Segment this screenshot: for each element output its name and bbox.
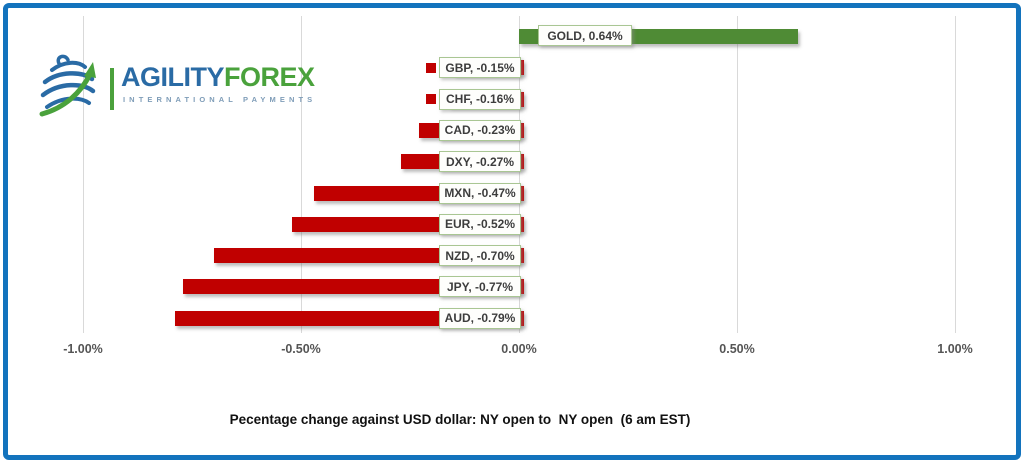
data-label-gold: GOLD, 0.64% [538, 25, 632, 46]
logo-brand-agility: AGILITY [121, 62, 225, 92]
data-label-dxy: DXY, -0.27% [439, 151, 521, 173]
logo-brand-forex: FOREX [224, 62, 315, 92]
x-gridline [519, 16, 520, 333]
legend-key-gbp [426, 62, 436, 73]
data-label-nzd: NZD, -0.70% [439, 245, 521, 267]
data-label-eur: EUR, -0.52% [439, 213, 521, 235]
data-label-gbp: GBP, -0.15% [439, 57, 521, 79]
agilityforex-globe-icon [39, 54, 96, 117]
x-gridline [737, 16, 738, 333]
x-gridline [955, 16, 956, 333]
legend-key-chf [426, 94, 436, 105]
bar-aud [175, 310, 524, 326]
agilityforex-logo: AGILITYFOREX INTERNATIONAL PAYMENTS [38, 50, 315, 120]
data-label-jpy: JPY, -0.77% [439, 276, 521, 298]
data-label-chf: CHF, -0.16% [439, 88, 521, 110]
logo-brand-text: AGILITYFOREX [121, 62, 315, 93]
logo-divider [110, 68, 114, 110]
data-label-aud: AUD, -0.79% [439, 307, 521, 329]
chart-title: Pecentage change against USD dollar: NY … [229, 412, 691, 427]
x-axis-tick-label: 0.00% [501, 342, 537, 356]
bar-jpy [183, 279, 524, 295]
x-axis-tick-label: 1.00% [937, 342, 973, 356]
data-label-mxn: MXN, -0.47% [439, 182, 521, 204]
x-gridline [301, 16, 302, 333]
logo-tagline: INTERNATIONAL PAYMENTS [123, 95, 317, 104]
x-axis-tick-label: -0.50% [281, 342, 321, 356]
x-axis-tick-label: -1.00% [63, 342, 103, 356]
data-label-cad: CAD, -0.23% [439, 119, 521, 141]
x-gridline [83, 16, 84, 333]
x-axis-tick-label: 0.50% [719, 342, 755, 356]
